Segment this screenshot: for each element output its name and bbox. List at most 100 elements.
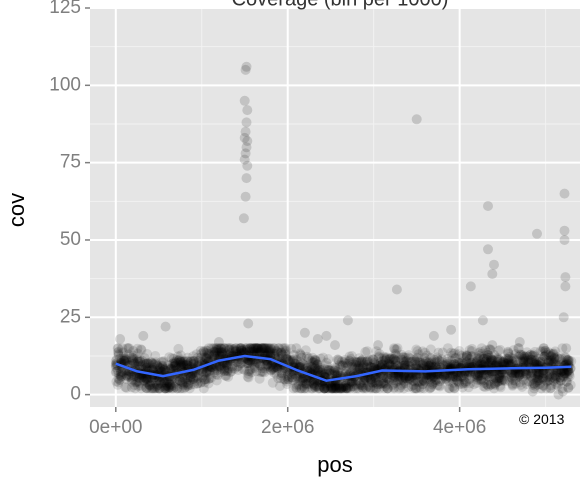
data-point [391,284,402,295]
data-point [210,345,221,356]
data-point [177,372,188,383]
data-point [466,357,477,368]
data-point [291,355,302,365]
data-point [532,371,543,382]
data-point [218,350,229,360]
data-point [110,367,121,378]
data-point [560,352,571,363]
data-point [235,343,246,354]
data-point [469,371,480,381]
data-point [179,383,190,394]
data-point [542,372,553,383]
data-point [482,352,493,363]
data-point [406,371,417,382]
data-point [294,383,305,394]
data-point [135,344,146,355]
data-point [190,372,201,383]
data-point [404,361,415,372]
data-point [540,347,551,358]
data-point [166,364,177,374]
data-point [130,377,141,388]
data-point [274,381,285,391]
data-point [170,360,181,371]
data-point [371,377,382,388]
data-point [187,374,198,385]
data-point [204,373,215,384]
data-point [460,378,471,389]
data-point [138,375,149,386]
data-point [495,382,506,393]
data-point [178,362,189,373]
data-point [379,351,390,362]
data-point [271,345,282,356]
data-point [378,378,389,389]
data-point [351,380,362,391]
data-point [202,374,213,385]
data-point [391,372,402,382]
data-point [417,359,428,370]
data-point [360,373,371,384]
data-point [296,352,307,363]
data-point [399,372,410,383]
data-point [490,359,501,370]
data-point [557,383,568,394]
data-point [535,356,546,367]
data-point [250,356,261,367]
data-point [242,160,253,171]
data-point [486,357,497,367]
data-point [319,383,330,394]
data-point [118,351,129,362]
data-point [475,359,486,370]
data-point [389,353,400,364]
data-point [481,369,492,380]
data-point [330,340,340,351]
data-point [554,354,565,364]
data-point [140,363,151,374]
data-point [173,357,184,368]
data-point [473,355,483,366]
data-point [543,375,554,386]
data-point [414,357,425,368]
data-point [553,371,564,381]
data-point [402,371,413,382]
data-point [209,346,220,357]
data-point [539,367,550,378]
data-point [422,370,433,381]
data-point [170,357,181,368]
data-point [185,356,196,367]
data-point [442,356,453,367]
data-point [291,383,302,394]
data-point [195,345,206,356]
data-point [525,357,536,368]
data-point [452,374,462,385]
data-point [307,378,318,389]
data-point [505,369,516,379]
data-point [473,370,484,381]
data-point [167,361,178,372]
data-point [132,348,143,359]
data-point [418,359,429,370]
data-point [128,346,139,356]
data-point [315,362,326,373]
x-axis: 0e+00 2e+06 4e+06 [89,407,486,438]
data-point [524,368,535,379]
data-point [500,358,511,369]
data-point [298,362,309,373]
data-point [541,355,552,366]
data-point [117,366,128,377]
data-point [476,373,487,384]
data-point [490,372,500,383]
data-point [514,349,525,360]
data-point [417,374,428,384]
data-point [409,354,420,365]
data-point [132,343,143,354]
data-point [300,378,311,389]
data-point [484,358,495,369]
data-point [141,362,152,373]
data-point [506,371,516,382]
data-point [199,348,210,358]
data-point [178,380,189,391]
data-point [424,361,435,372]
data-point [431,374,442,385]
data-point [480,356,491,367]
